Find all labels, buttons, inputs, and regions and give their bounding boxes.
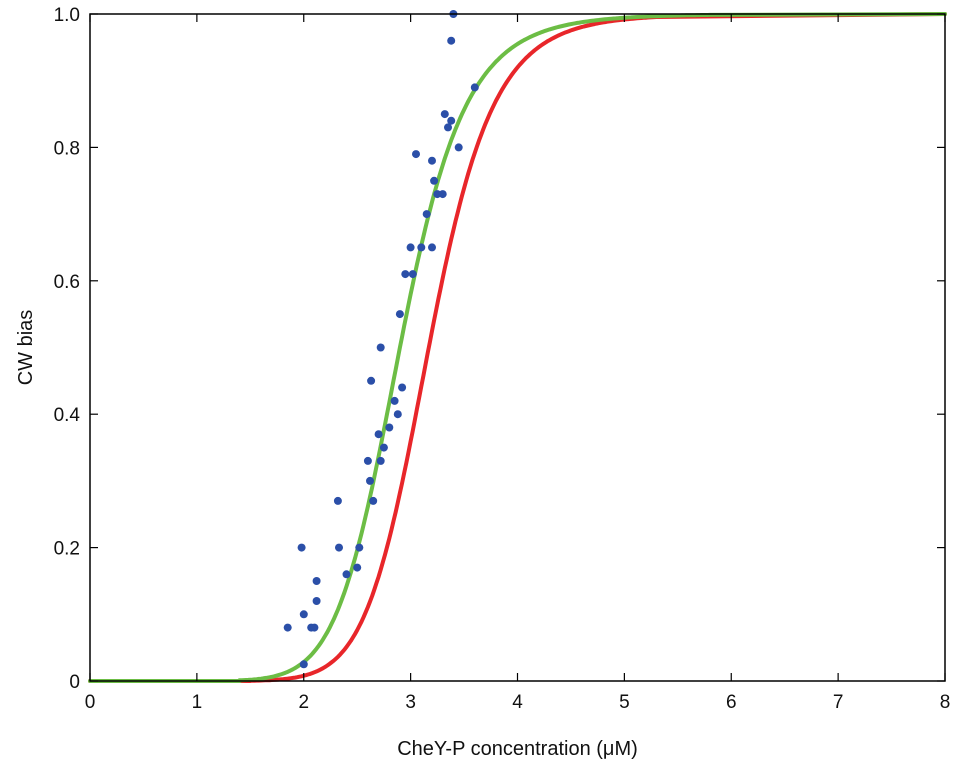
data-point: [444, 123, 452, 132]
data-point: [335, 543, 343, 552]
data-point: [342, 570, 351, 579]
x-tick-label: 7: [833, 692, 844, 713]
data-point: [363, 456, 372, 465]
data-point: [401, 270, 410, 279]
data-point: [283, 623, 292, 632]
x-tick-label: 6: [726, 692, 737, 713]
red-fit-curve: [88, 12, 947, 683]
x-tick-label: 2: [298, 692, 309, 713]
data-point: [297, 543, 306, 552]
data-point: [310, 623, 319, 632]
data-point: [312, 597, 321, 605]
green-fit-curve: [88, 12, 947, 683]
data-point: [369, 496, 378, 505]
y-tick-label: 0: [69, 672, 80, 693]
data-point: [412, 150, 420, 159]
x-tick-label: 3: [405, 692, 416, 713]
data-point: [299, 610, 308, 619]
plot-frame: [89, 13, 946, 682]
data-points: [283, 10, 479, 669]
data-point: [422, 210, 431, 219]
y-tick-label: 0.4: [54, 405, 81, 426]
data-point: [374, 430, 383, 439]
data-point: [379, 443, 388, 452]
data-point: [430, 176, 439, 185]
data-point: [428, 243, 436, 252]
data-point: [447, 116, 456, 125]
data-point: [299, 660, 308, 669]
data-point: [367, 376, 376, 385]
x-tick-label: 5: [619, 692, 630, 713]
x-tick-label: 0: [85, 692, 96, 713]
y-tick-label: 1.0: [54, 5, 80, 26]
data-point: [438, 190, 447, 199]
data-point: [385, 423, 394, 432]
data-point: [406, 243, 415, 252]
data-point: [353, 563, 362, 572]
data-point: [470, 83, 479, 92]
y-tick-label: 0.8: [54, 138, 80, 159]
data-point: [454, 143, 463, 152]
y-tick-label: 0.6: [54, 272, 80, 293]
x-tick-label: 1: [192, 692, 203, 713]
data-point: [376, 343, 385, 352]
x-tick-label: 4: [512, 692, 523, 713]
data-point: [447, 36, 456, 45]
data-point: [408, 270, 417, 279]
data-point: [376, 456, 385, 465]
axis-ticks: 0 1 2 3 4 5 6 7 8 0 0.2 0.4 0.6 0.8 1.0: [54, 5, 951, 713]
data-point: [398, 383, 407, 392]
x-tick-label: 8: [940, 692, 951, 713]
data-point: [312, 577, 321, 585]
data-point: [428, 156, 436, 165]
data-point: [393, 410, 402, 419]
data-point: [333, 496, 342, 505]
data-point: [366, 476, 374, 485]
x-axis-label: CheY-P concentration (μM): [397, 738, 638, 760]
y-axis-label: CW bias: [15, 310, 37, 386]
fit-curves: [88, 12, 947, 683]
data-point: [417, 243, 426, 252]
data-point: [440, 110, 449, 119]
y-tick-label: 0.2: [54, 539, 80, 560]
data-point: [355, 543, 364, 552]
data-point: [390, 396, 399, 405]
data-point: [395, 310, 404, 319]
